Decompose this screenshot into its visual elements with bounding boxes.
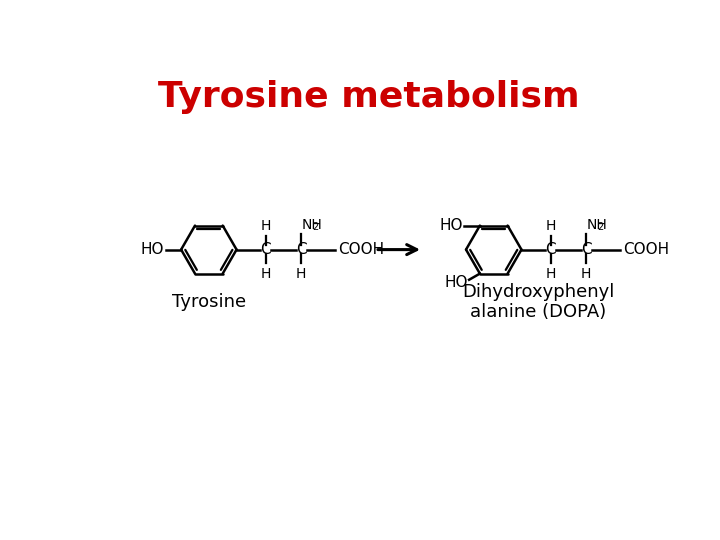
Text: C: C — [581, 242, 591, 257]
Text: H: H — [261, 267, 271, 281]
Text: HO: HO — [140, 242, 164, 257]
Text: 2: 2 — [597, 222, 603, 232]
Text: H: H — [296, 267, 307, 281]
Text: NH: NH — [586, 218, 607, 232]
Text: H: H — [546, 219, 556, 233]
Text: H: H — [546, 267, 556, 281]
Text: HO: HO — [439, 218, 463, 233]
Text: Tyrosine metabolism: Tyrosine metabolism — [158, 80, 580, 114]
Text: H: H — [261, 219, 271, 233]
Text: Tyrosine: Tyrosine — [172, 293, 246, 311]
Text: COOH: COOH — [623, 242, 669, 257]
Text: HO: HO — [444, 275, 467, 291]
Text: C: C — [296, 242, 307, 257]
Text: COOH: COOH — [338, 242, 384, 257]
Text: H: H — [581, 267, 591, 281]
Text: 2: 2 — [312, 222, 318, 232]
Text: NH: NH — [301, 218, 322, 232]
Text: Dihydroxyphenyl
alanine (DOPA): Dihydroxyphenyl alanine (DOPA) — [462, 282, 615, 321]
Text: C: C — [546, 242, 556, 257]
Text: C: C — [261, 242, 271, 257]
